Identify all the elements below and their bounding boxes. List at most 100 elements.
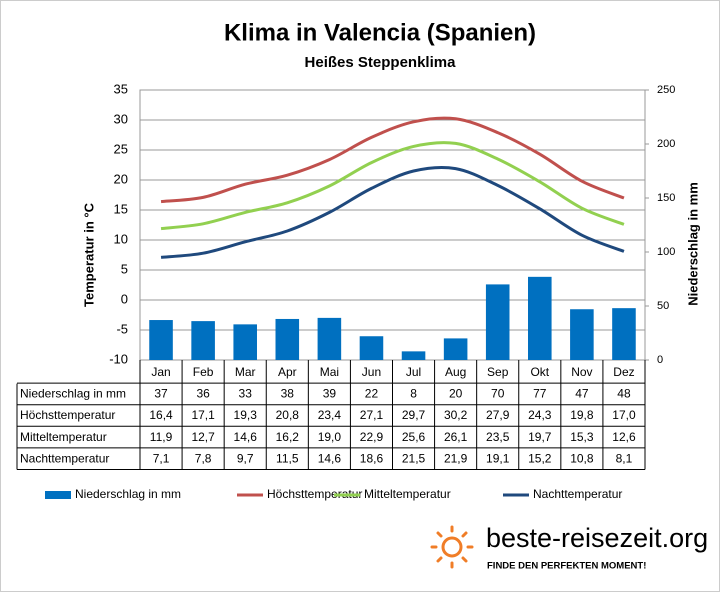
table-cell: 11,9 — [150, 430, 173, 444]
table-cell: 24,3 — [528, 408, 552, 422]
x-tick-label: Dez — [613, 365, 634, 379]
table-cell: 14,6 — [234, 430, 258, 444]
table-cell: 8 — [410, 387, 417, 401]
table-cell: 70 — [491, 387, 505, 401]
y2-tick-label: 0 — [657, 354, 663, 366]
table-cell: 19,1 — [486, 451, 510, 465]
table-cell: 26,1 — [444, 430, 468, 444]
table-cell: 33 — [239, 387, 253, 401]
legend-label: Mitteltemperatur — [364, 487, 451, 501]
y-tick-label: 25 — [114, 141, 128, 156]
x-tick-label: Feb — [193, 365, 214, 379]
y2-tick-label: 150 — [657, 192, 675, 204]
bar — [317, 317, 342, 360]
legend-label: Niederschlag in mm — [75, 487, 181, 501]
table-row-label: Höchsttemperatur — [20, 408, 115, 422]
bar — [485, 284, 510, 360]
y-tick-label: 35 — [114, 81, 128, 96]
bar — [612, 308, 636, 360]
table-cell: 30,2 — [444, 408, 468, 422]
table-cell: 39 — [323, 387, 337, 401]
bar — [443, 338, 468, 360]
bar — [528, 276, 552, 360]
table-cell: 25,6 — [402, 430, 426, 444]
table-cell: 21,9 — [444, 451, 468, 465]
bar — [570, 309, 594, 360]
x-tick-label: Mai — [320, 365, 339, 379]
x-tick-label: Nov — [571, 365, 592, 379]
legend-label: Höchsttemperatur — [267, 487, 362, 501]
x-tick-label: Jan — [151, 365, 170, 379]
table-cell: 19,7 — [528, 430, 552, 444]
table-cell: 22,9 — [360, 430, 384, 444]
table-cell: 15,2 — [528, 451, 552, 465]
table-cell: 18,6 — [360, 451, 384, 465]
table-cell: 8,1 — [616, 451, 633, 465]
bar — [149, 320, 173, 360]
y-tick-label: -10 — [109, 351, 128, 366]
logo-icon — [430, 525, 474, 569]
y-tick-label: -5 — [116, 321, 128, 336]
x-tick-label: Jun — [362, 365, 381, 379]
legend-label: Nachttemperatur — [533, 487, 622, 501]
y-tick-label: 15 — [114, 201, 128, 216]
y-tick-label: 5 — [121, 261, 128, 276]
bar — [233, 324, 257, 360]
logo-name: beste-reisezeit.org — [486, 523, 708, 553]
table-row-label: Mitteltemperatur — [20, 430, 107, 444]
table-cell: 17,0 — [612, 408, 636, 422]
line — [160, 116, 625, 204]
table-cell: 36 — [196, 387, 210, 401]
legend-swatch — [45, 491, 71, 499]
y-tick-label: 20 — [114, 171, 128, 186]
chart-title: Klima in Valencia (Spanien) — [224, 19, 536, 46]
table-cell: 7,1 — [153, 451, 170, 465]
table-cell: 7,8 — [195, 451, 212, 465]
table-row-label: Nachttemperatur — [20, 451, 109, 465]
table-cell: 23,5 — [486, 430, 510, 444]
x-tick-label: Jul — [406, 365, 421, 379]
bar — [191, 321, 215, 360]
table-cell: 48 — [617, 387, 631, 401]
table-cell: 23,4 — [318, 408, 342, 422]
x-tick-label: Mar — [235, 365, 256, 379]
table-cell: 11,5 — [276, 451, 299, 465]
x-tick-label: Apr — [278, 365, 297, 379]
table-cell: 29,7 — [402, 408, 426, 422]
y-tick-label: 30 — [114, 111, 128, 126]
logo-slogan: FINDE DEN PERFEKTEN MOMENT! — [487, 561, 646, 572]
table-cell: 16,4 — [149, 408, 173, 422]
y2-tick-label: 250 — [657, 84, 675, 96]
table-cell: 27,1 — [360, 408, 384, 422]
table-cell: 19,3 — [234, 408, 258, 422]
table-cell: 22 — [365, 387, 379, 401]
table-cell: 20 — [449, 387, 463, 401]
table-cell: 15,3 — [570, 430, 594, 444]
table-cell: 9,7 — [237, 451, 254, 465]
table-cell: 38 — [281, 387, 295, 401]
table-cell: 16,2 — [276, 430, 300, 444]
y-tick-label: 0 — [121, 291, 128, 306]
bar — [401, 351, 426, 360]
x-tick-label: Aug — [445, 365, 466, 379]
table-cell: 19,8 — [570, 408, 594, 422]
x-tick-label: Okt — [530, 365, 549, 379]
y-tick-label: 10 — [114, 231, 128, 246]
y2-tick-label: 200 — [657, 138, 675, 150]
table-cell: 37 — [154, 387, 168, 401]
x-tick-label: Sep — [487, 365, 509, 379]
table-cell: 20,8 — [276, 408, 300, 422]
table-cell: 27,9 — [486, 408, 510, 422]
bar — [275, 318, 300, 360]
bar — [359, 336, 384, 360]
table-cell: 12,7 — [191, 430, 215, 444]
logo: beste-reisezeit.org FINDE DEN PERFEKTEN … — [430, 523, 708, 572]
table-cell: 19,0 — [318, 430, 342, 444]
table-row-label: Niederschlag in mm — [20, 387, 126, 401]
table-cell: 77 — [533, 387, 547, 401]
line — [160, 165, 625, 259]
table-cell: 10,8 — [570, 451, 594, 465]
chart-subtitle: Heißes Steppenklima — [305, 54, 457, 71]
